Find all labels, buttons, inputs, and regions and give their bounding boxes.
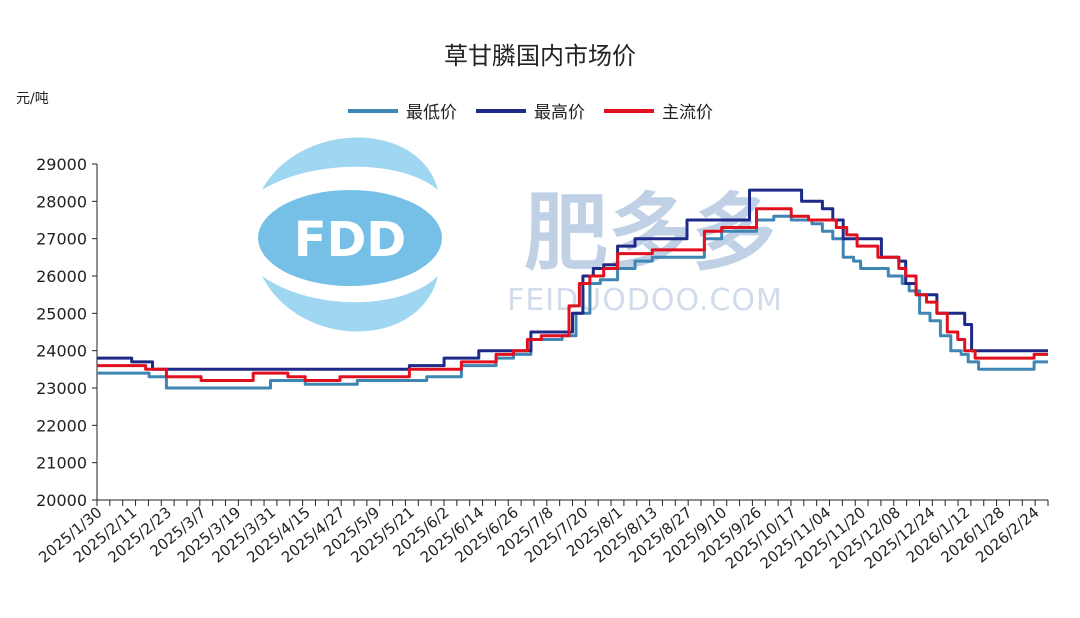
- y-tick-label: 28000: [36, 192, 87, 211]
- watermark-logo-letters: FDD: [294, 212, 406, 268]
- y-tick-label: 22000: [36, 416, 87, 435]
- chart-title: 草甘膦国内市场价: [444, 42, 636, 70]
- legend: 最低价 最高价 主流价: [348, 103, 713, 123]
- y-tick-label: 20000: [36, 491, 87, 510]
- y-tick-label: 21000: [36, 454, 87, 473]
- watermark: FDD 肥多多 FEIDUODOO.COM: [258, 137, 783, 332]
- legend-label: 最高价: [534, 103, 585, 123]
- y-tick-label: 27000: [36, 230, 87, 249]
- y-axis-unit-label: 元/吨: [16, 91, 49, 107]
- y-tick-label: 23000: [36, 379, 87, 398]
- series-line-3: [97, 207, 1048, 382]
- x-axis: 2025/1/302025/2/112025/2/232025/3/72025/…: [35, 499, 1049, 573]
- watermark-leaf-bottom: [262, 276, 438, 332]
- series-line-2: [97, 188, 1048, 371]
- watermark-brand-cn: 肥多多: [524, 184, 776, 282]
- y-tick-label: 24000: [36, 342, 87, 361]
- legend-label: 主流价: [662, 103, 713, 123]
- watermark-disc: [258, 190, 442, 286]
- plot-area: [97, 188, 1048, 390]
- y-tick-label: 25000: [36, 304, 87, 323]
- y-tick-label: 29000: [36, 155, 87, 174]
- watermark-brand-en: FEIDUODOO.COM: [507, 283, 783, 318]
- y-axis: 20000 21000 22000 23000 24000 25000 26000 27000…: [36, 155, 98, 510]
- y-tick-label: 26000: [36, 267, 87, 286]
- legend-label: 最低价: [406, 103, 457, 123]
- watermark-leaf-top: [262, 137, 438, 190]
- series-line-1: [97, 214, 1048, 390]
